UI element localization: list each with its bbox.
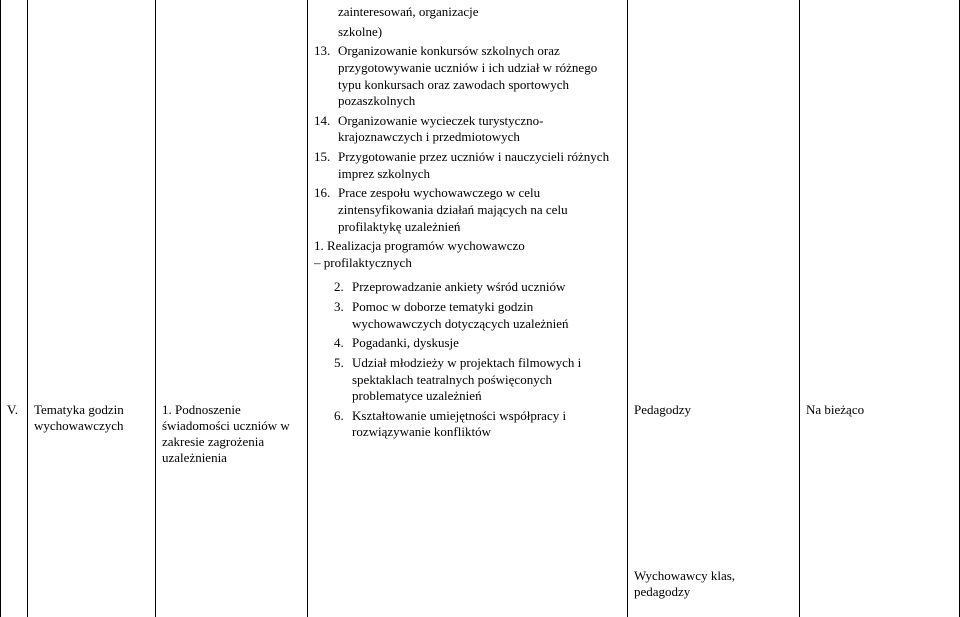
col-roman: V. (0, 0, 28, 617)
item-txt: Pomoc w doborze tematyki godzin wychowaw… (352, 299, 621, 332)
item-num: 2. (334, 279, 352, 296)
item-num: 13. (314, 43, 338, 110)
list-item: 6. Kształtowanie umiejętności współpracy… (334, 408, 621, 441)
list-item: 13. Organizowanie konkursów szkolnych or… (314, 43, 621, 110)
list-item: 14. Organizowanie wycieczek turystyczno-… (314, 113, 621, 146)
item-txt: Przygotowanie przez uczniów i nauczyciel… (338, 149, 621, 182)
goal-l1: 1. Podnoszenie (162, 402, 301, 418)
item-txt: Organizowanie konkursów szkolnych oraz p… (338, 43, 621, 110)
item-num: 14. (314, 113, 338, 146)
list-item: 5. Udział młodzieży w projektach filmowy… (334, 355, 621, 405)
item-num: 16. (314, 185, 338, 235)
col-responsible: Pedagodzy Wychowawcy klas, pedagodzy (628, 0, 800, 617)
goal-l3: zakresie zagrożenia (162, 434, 301, 450)
row-number: V. (7, 402, 18, 418)
list-item: 2. Przeprowadzanie ankiety wśród uczniów (334, 279, 621, 296)
col-goal: 1. Podnoszenie świadomości uczniów w zak… (156, 0, 308, 617)
sec1-l2: – profilaktycznych (314, 255, 621, 272)
responsible-2-l1: Wychowawcy klas, (634, 568, 793, 584)
goal-l4: uzależnienia (162, 450, 301, 466)
sec1-l1: 1. Realizacja programów wychowawczo (314, 238, 621, 255)
fragment-l2: szkolne) (314, 24, 621, 41)
timing-label: Na bieżąco (806, 402, 953, 418)
item-txt: Organizowanie wycieczek turystyczno-kraj… (338, 113, 621, 146)
col-activities: zainteresowań, organizacje szkolne) 13. … (308, 0, 628, 617)
table: V. Tematyka godzin wychowawczych 1. Podn… (0, 0, 960, 617)
item-txt: Pogadanki, dyskusje (352, 335, 621, 352)
col-topic: Tematyka godzin wychowawczych (28, 0, 156, 617)
item-num: 3. (334, 299, 352, 332)
topic-line2: wychowawczych (34, 418, 149, 434)
goal-l2: świadomości uczniów w (162, 418, 301, 434)
item-num: 6. (334, 408, 352, 441)
main-list: 13. Organizowanie konkursów szkolnych or… (314, 43, 621, 238)
item-txt: Prace zespołu wychowawczego w celu zinte… (338, 185, 621, 235)
list-item: 3. Pomoc w doborze tematyki godzin wycho… (334, 299, 621, 332)
item-txt: Kształtowanie umiejętności współpracy i … (352, 408, 621, 441)
list-item: 15. Przygotowanie przez uczniów i nauczy… (314, 149, 621, 182)
responsible-2-l2: pedagodzy (634, 584, 793, 600)
responsible-1: Pedagodzy (634, 402, 793, 418)
list-item: 16. Prace zespołu wychowawczego w celu z… (314, 185, 621, 235)
topic-line1: Tematyka godzin (34, 402, 149, 418)
item-num: 15. (314, 149, 338, 182)
item-num: 5. (334, 355, 352, 405)
item-txt: Przeprowadzanie ankiety wśród uczniów (352, 279, 621, 296)
item-txt: Udział młodzieży w projektach filmowych … (352, 355, 621, 405)
col-timing: Na bieżąco (800, 0, 960, 617)
sub-list: 2. Przeprowadzanie ankiety wśród uczniów… (314, 279, 621, 444)
fragment-l1: zainteresowań, organizacje (314, 4, 621, 21)
list-item: 4. Pogadanki, dyskusje (334, 335, 621, 352)
item-num: 4. (334, 335, 352, 352)
